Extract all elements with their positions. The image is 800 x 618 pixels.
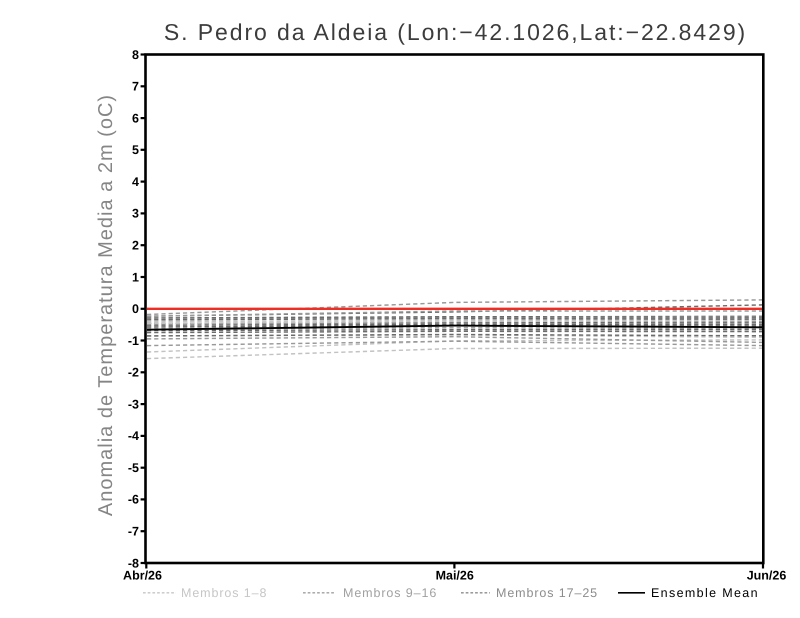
- svg-text:Jun/26: Jun/26: [747, 569, 787, 583]
- svg-text:Membros 9–16: Membros 9–16: [343, 586, 437, 600]
- svg-text:1: 1: [132, 270, 139, 284]
- svg-text:5: 5: [132, 143, 139, 157]
- svg-text:6: 6: [132, 111, 139, 125]
- svg-text:0: 0: [132, 302, 139, 316]
- svg-text:Abr/26: Abr/26: [123, 569, 162, 583]
- svg-text:-7: -7: [128, 525, 139, 539]
- svg-text:Membros 1–8: Membros 1–8: [181, 586, 267, 600]
- svg-text:2: 2: [132, 239, 139, 253]
- svg-text:Membros 17–25: Membros 17–25: [496, 586, 598, 600]
- svg-text:Mai/26: Mai/26: [436, 569, 474, 583]
- svg-text:Anomalia de Temperatura Media: Anomalia de Temperatura Media a 2m (oC): [95, 94, 117, 516]
- svg-text:-5: -5: [128, 461, 139, 475]
- svg-text:-4: -4: [128, 429, 139, 443]
- svg-text:7: 7: [132, 80, 139, 94]
- svg-text:3: 3: [132, 207, 139, 221]
- svg-text:4: 4: [132, 175, 139, 189]
- svg-text:S. Pedro da Aldeia (Lon:−42.10: S. Pedro da Aldeia (Lon:−42.1026,Lat:−22…: [164, 19, 747, 45]
- svg-text:-1: -1: [128, 334, 139, 348]
- svg-text:Ensemble Mean: Ensemble Mean: [651, 586, 759, 600]
- svg-text:-2: -2: [128, 366, 139, 380]
- svg-text:8: 8: [132, 48, 139, 62]
- svg-text:-6: -6: [128, 493, 139, 507]
- svg-text:-8: -8: [128, 556, 139, 570]
- svg-text:-3: -3: [128, 397, 139, 411]
